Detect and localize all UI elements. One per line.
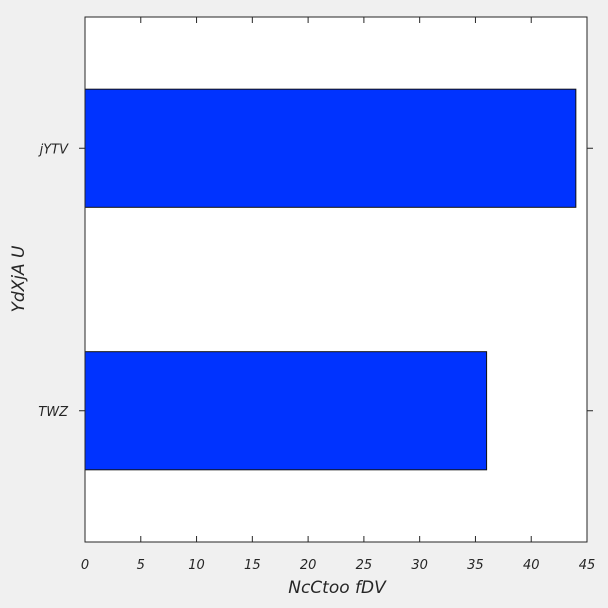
x-tick-label: 25	[356, 558, 373, 573]
bar	[84, 351, 488, 471]
plot-frame	[84, 16, 588, 543]
x-tick-label: 20	[300, 558, 317, 573]
y-tick-label: jYTV	[38, 142, 69, 157]
y-tick-label: TWZ	[38, 405, 69, 420]
x-tick-label: 40	[523, 558, 540, 573]
x-tick-label: 35	[467, 558, 484, 573]
x-tick-label: 30	[411, 558, 428, 573]
x-tick-label: 45	[579, 558, 596, 573]
x-axis-title: NcCtoo fDV	[288, 578, 387, 598]
x-tick-label: 0	[81, 558, 89, 573]
y-axis-title: YdXjA U	[9, 245, 29, 313]
x-tick-label: 15	[244, 558, 261, 573]
bar	[84, 88, 577, 208]
x-tick-label: 5	[137, 558, 145, 573]
x-tick-label: 10	[188, 558, 205, 573]
